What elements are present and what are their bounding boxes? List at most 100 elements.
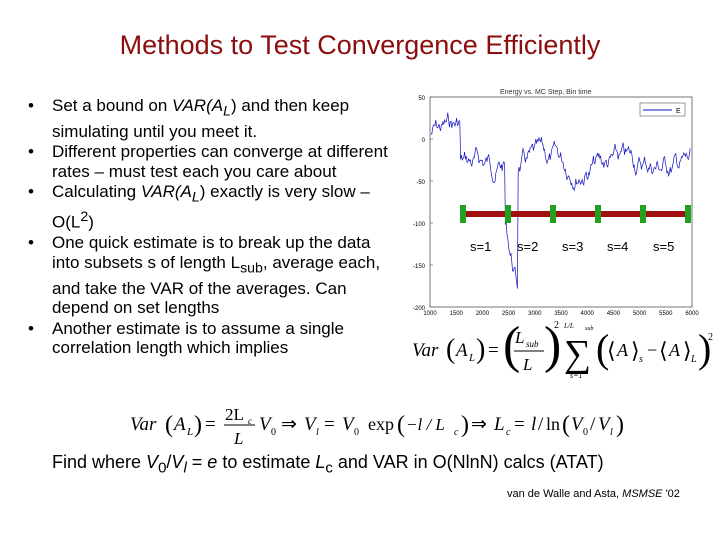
eq2-numerator: 2L (225, 405, 244, 424)
eq-upper-limit: L/L (563, 322, 574, 330)
svg-text:L: L (186, 426, 193, 438)
svg-text:(: ( (397, 412, 405, 438)
eq-sub-s: s (639, 354, 643, 365)
svg-text:(: ( (503, 318, 520, 374)
slide-title: Methods to Test Convergence Efficiently (119, 30, 601, 60)
y-tick-label: -50 (416, 180, 425, 186)
svg-text:⟨: ⟨ (659, 338, 668, 363)
plot-frame (429, 96, 693, 308)
x-tick-label: 1000 (423, 311, 437, 315)
segment-marker (460, 205, 466, 223)
svg-text:l: l (531, 414, 536, 435)
citation: van de Walle and Asta, MSMSE '02 (507, 488, 680, 500)
svg-text:l: l (316, 427, 319, 438)
segment-markers (460, 205, 691, 223)
x-tick-label: 2500 (502, 311, 516, 315)
svg-text:0: 0 (583, 427, 588, 438)
svg-text:=: = (205, 414, 216, 435)
svg-text:L: L (233, 429, 243, 448)
y-tick-label: 50 (418, 96, 425, 102)
bullet-3: Calculating VAR(AL) exactly is very slow… (28, 182, 388, 232)
eq-A-s: A (616, 340, 629, 360)
svg-text:): ) (616, 412, 624, 438)
svg-text:): ) (544, 318, 561, 374)
eq-lower-limit: s=1 (570, 371, 583, 380)
svg-text:c: c (248, 416, 252, 426)
segment-labels: s=1 s=2 s=3 s=4 s=5 (470, 239, 674, 254)
segment-marker (685, 205, 691, 223)
eq-L-sub: L (468, 352, 475, 364)
legend-label: E (676, 108, 681, 115)
eq-outer-power-2: 2 (708, 332, 713, 343)
svg-text:⇒: ⇒ (471, 414, 487, 435)
x-tick-label: 5500 (659, 311, 673, 315)
svg-text:(: ( (562, 412, 570, 438)
energy-trace-line (430, 112, 691, 289)
svg-text:⟨: ⟨ (607, 338, 616, 363)
bullet-4: One quick estimate is to break up the da… (28, 233, 388, 317)
eq-A: A (454, 340, 468, 361)
x-tick-label: 3500 (554, 311, 568, 315)
energy-trace-figure: Energy vs. MC Step, Bin time E 50 0 -50 -10… (413, 89, 699, 315)
svg-text:c: c (506, 427, 511, 438)
svg-text:−: − (647, 340, 657, 360)
segment-marker (505, 205, 511, 223)
eq-upper-sub: sub (585, 326, 593, 332)
svg-text:⟩: ⟩ (683, 338, 692, 363)
bullet-list: Set a bound on VAR(AL) and then keep sim… (28, 96, 388, 359)
y-axis-ticks: 50 0 -50 -100 -150 -200 (413, 96, 433, 312)
y-tick-label: -200 (413, 306, 426, 312)
eq-power-2: 2 (554, 320, 559, 331)
eq-sub-text: sub (526, 339, 539, 349)
y-tick-label: 0 (422, 138, 426, 144)
y-tick-label: -150 (413, 264, 426, 270)
svg-text:V: V (304, 414, 318, 435)
bullet-1: Set a bound on VAR(AL) and then keep sim… (28, 96, 388, 141)
eq2-var-lhs: Var (130, 414, 157, 435)
bullet-5: Another estimate is to assume a single c… (28, 319, 388, 358)
x-axis-ticks: 1000 1500 2000 2500 3000 3500 4000 4500 5000 5500… (423, 311, 699, 315)
svg-text:(: ( (596, 326, 609, 371)
svg-text:(: ( (446, 334, 455, 365)
svg-text:0: 0 (271, 427, 276, 438)
x-tick-label: 4000 (581, 311, 595, 315)
correlation-equation: Var ( A L ) = 2L c L V 0 ⇒ V l = V 0 exp… (130, 405, 624, 448)
segment-marker (640, 205, 646, 223)
x-tick-label: 1500 (450, 311, 464, 315)
svg-text:⟩: ⟩ (631, 338, 640, 363)
segment-marker (595, 205, 601, 223)
svg-text:/: / (538, 414, 544, 435)
svg-text:c: c (454, 427, 459, 438)
svg-text:L: L (493, 414, 505, 435)
svg-text:V: V (342, 414, 356, 435)
eq2-ln: ln (546, 414, 560, 434)
svg-text:V: V (598, 414, 612, 435)
svg-text:/: / (590, 414, 596, 435)
y-tick-label: -100 (413, 222, 426, 228)
svg-text:l: l (610, 427, 613, 438)
svg-text:): ) (194, 412, 202, 438)
svg-text:): ) (698, 326, 711, 371)
eq2-exp: exp (368, 414, 394, 434)
segment-label: s=3 (562, 239, 583, 254)
eq-L-denom: L (522, 355, 532, 374)
segment-label: s=1 (470, 239, 491, 254)
svg-text:): ) (476, 334, 485, 365)
legend-box: E (639, 102, 686, 117)
bullet-2: Different properties can converge at dif… (28, 142, 388, 181)
svg-text:=: = (324, 414, 335, 435)
svg-text:∑: ∑ (564, 333, 591, 375)
svg-text:⇒: ⇒ (281, 414, 297, 435)
segment-label: s=5 (653, 239, 674, 254)
svg-text:V: V (259, 414, 273, 435)
svg-text:−l / L: −l / L (406, 415, 445, 434)
figure-header: Energy vs. MC Step, Bin time (500, 89, 592, 96)
segment-marker (550, 205, 556, 223)
svg-text:A: A (172, 414, 186, 435)
eq-var-lhs: Var (412, 340, 439, 361)
x-tick-label: 5000 (633, 311, 647, 315)
svg-text:V: V (571, 414, 585, 435)
svg-text:0: 0 (354, 427, 359, 438)
svg-text:(: ( (165, 412, 173, 438)
segment-label: s=4 (607, 239, 628, 254)
